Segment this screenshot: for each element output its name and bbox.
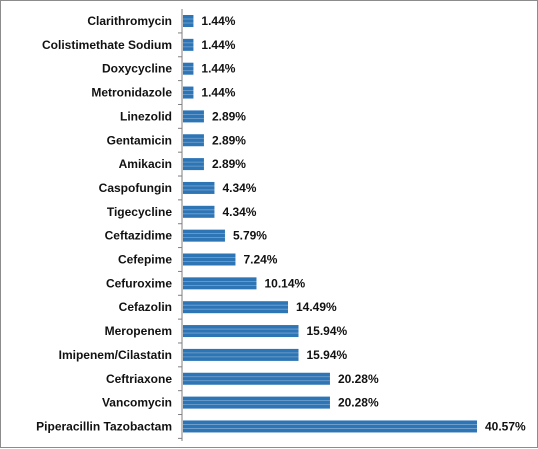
bar (183, 372, 330, 385)
category-label: Doxycycline (102, 62, 172, 76)
category-label: Linezolid (120, 109, 172, 123)
data-label: 20.28% (338, 372, 379, 386)
category-label: Gentamicin (107, 133, 172, 147)
bar (183, 38, 194, 51)
data-label: 2.89% (212, 133, 246, 147)
category-label: Meropenem (105, 324, 172, 338)
category-label: Imipenem/Cilastatin (59, 348, 172, 362)
data-label: 2.89% (212, 157, 246, 171)
data-label: 10.14% (264, 276, 305, 290)
bar (183, 277, 257, 290)
bar (183, 253, 236, 266)
bar (183, 205, 215, 218)
data-label: 20.28% (338, 396, 379, 410)
data-label: 15.94% (307, 324, 348, 338)
data-label: 1.44% (201, 86, 235, 100)
bar (183, 348, 299, 361)
data-label: 1.44% (201, 14, 235, 28)
category-label: Amikacin (119, 157, 172, 171)
data-label: 1.44% (201, 38, 235, 52)
category-label: Clarithromycin (87, 14, 172, 28)
data-label: 15.94% (307, 348, 348, 362)
data-label: 1.44% (201, 62, 235, 76)
bar (183, 396, 330, 409)
category-label: Cefazolin (119, 300, 172, 314)
data-label: 4.34% (222, 205, 256, 219)
category-label: Colistimethate Sodium (42, 38, 172, 52)
category-label: Piperacillin Tazobactam (36, 419, 172, 433)
bar (183, 86, 194, 99)
bar (183, 62, 194, 75)
bar (183, 134, 204, 147)
data-label: 7.24% (243, 253, 277, 267)
bar (183, 110, 204, 123)
category-label: Caspofungin (99, 181, 172, 195)
category-label: Cefepime (118, 253, 172, 267)
bar (183, 325, 299, 338)
category-label: Metronidazole (91, 86, 172, 100)
data-label: 14.49% (296, 300, 337, 314)
category-label: Ceftazidime (105, 229, 173, 243)
bar (183, 181, 215, 194)
category-label: Ceftriaxone (106, 372, 172, 386)
data-label: 2.89% (212, 109, 246, 123)
category-label: Tigecycline (107, 205, 172, 219)
data-label: 4.34% (222, 181, 256, 195)
bar (183, 158, 204, 171)
category-label: Cefuroxime (106, 276, 172, 290)
data-label: 40.57% (485, 419, 526, 433)
data-label: 5.79% (233, 229, 267, 243)
bar (183, 301, 289, 314)
bar (183, 15, 194, 27)
bar (183, 229, 225, 242)
category-label: Vancomycin (102, 396, 172, 410)
bar (183, 420, 477, 433)
